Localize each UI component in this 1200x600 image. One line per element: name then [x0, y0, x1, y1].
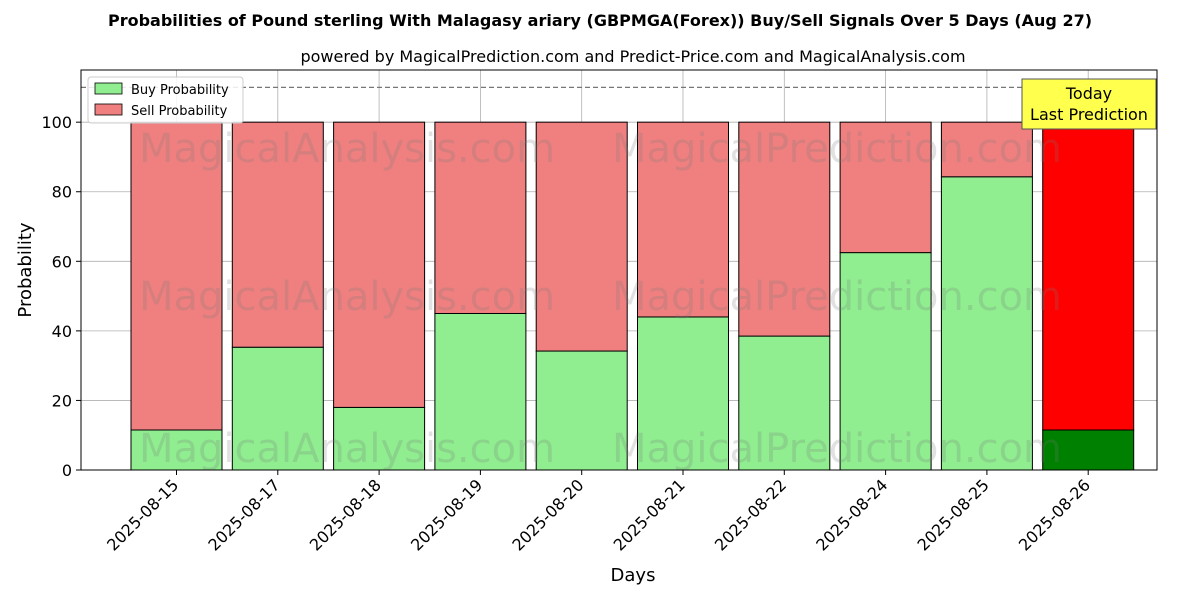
bar-sell-2025-08-21 [637, 121, 729, 318]
annotation-box [1021, 78, 1157, 130]
legend-swatch-sell [94, 103, 123, 116]
x-tick-label-2025-08-18: 2025-08-18 [306, 475, 385, 554]
bar-sell-2025-08-25 [940, 121, 1033, 178]
annotation-line-1: Today [1065, 84, 1112, 103]
watermark-prediction-0: MagicalPrediction.com [612, 126, 1062, 172]
x-tick-label-2025-08-26: 2025-08-26 [1015, 475, 1094, 554]
x-tick-label-2025-08-19: 2025-08-19 [407, 475, 486, 554]
bar-sell-2025-08-24 [839, 121, 932, 254]
watermark-prediction-2: MagicalPrediction.com [612, 426, 1062, 472]
bar-sell-2025-08-20 [535, 121, 628, 352]
x-tick-label-2025-08-17: 2025-08-17 [204, 475, 283, 554]
y-tick-label-3: 60 [52, 252, 72, 271]
x-tick-label-2025-08-20: 2025-08-20 [508, 475, 587, 554]
legend-label-buy: Buy Probability [131, 83, 229, 98]
bars [130, 121, 1135, 471]
bar-sell-2025-08-22 [738, 121, 831, 337]
y-tick-label-2: 40 [52, 322, 72, 341]
bar-sell-2025-08-18 [333, 121, 426, 408]
legend-swatch-buy [94, 82, 123, 95]
y-axis-label: Probability [15, 222, 36, 317]
x-tick-label-2025-08-24: 2025-08-24 [812, 475, 891, 554]
bar-sell-2025-08-26 [1042, 121, 1135, 431]
plot-frame [80, 69, 1158, 471]
y-tick-label-5: 100 [41, 113, 72, 132]
x-axis: 2025-08-15 2025-08-17 2025-08-18 2025-08-19… [103, 470, 1094, 555]
legend-box [87, 76, 244, 124]
bar-buy-2025-08-22 [738, 335, 831, 471]
bar-buy-2025-08-18 [333, 406, 426, 471]
watermark-analysis-1: MagicalAnalysis.com [139, 274, 555, 320]
y-tick-label-4: 80 [52, 183, 72, 202]
watermarks: MagicalAnalysis.com MagicalPrediction.com… [139, 126, 1062, 472]
watermark-analysis-2: MagicalAnalysis.com [139, 426, 555, 472]
bar-buy-2025-08-26 [1042, 429, 1135, 471]
annotation-line-2: Last Prediction [1030, 105, 1148, 124]
y-axis: 0 20 40 60 80 100 [41, 113, 81, 480]
bar-buy-2025-08-20 [535, 350, 628, 471]
bar-buy-2025-08-25 [940, 176, 1033, 471]
bar-sell-2025-08-15 [130, 121, 223, 431]
watermark-analysis-0: MagicalAnalysis.com [139, 126, 555, 172]
legend: Buy Probability Sell Probability [87, 76, 244, 124]
x-axis-label: Days [611, 565, 656, 586]
chart-title: Probabilities of Pound sterling With Mal… [108, 11, 1092, 30]
legend-label-sell: Sell Probability [131, 104, 228, 119]
bar-sell-2025-08-17 [231, 121, 324, 348]
bar-buy-2025-08-21 [637, 316, 729, 471]
x-tick-label-2025-08-21: 2025-08-21 [610, 475, 689, 554]
bar-buy-2025-08-24 [839, 252, 932, 471]
bar-sell-2025-08-19 [434, 121, 527, 314]
y-tick-label-0: 0 [62, 461, 72, 480]
watermark-prediction-1: MagicalPrediction.com [612, 274, 1062, 320]
x-tick-label-2025-08-25: 2025-08-25 [914, 475, 993, 554]
x-tick-label-2025-08-22: 2025-08-22 [711, 475, 790, 554]
y-tick-label-1: 20 [52, 391, 72, 410]
bar-buy-2025-08-19 [434, 312, 527, 471]
x-tick-label-2025-08-15: 2025-08-15 [103, 475, 182, 554]
today-annotation: Today Last Prediction [1021, 78, 1157, 130]
chart-subtitle: powered by MagicalPrediction.com and Pre… [300, 47, 965, 66]
